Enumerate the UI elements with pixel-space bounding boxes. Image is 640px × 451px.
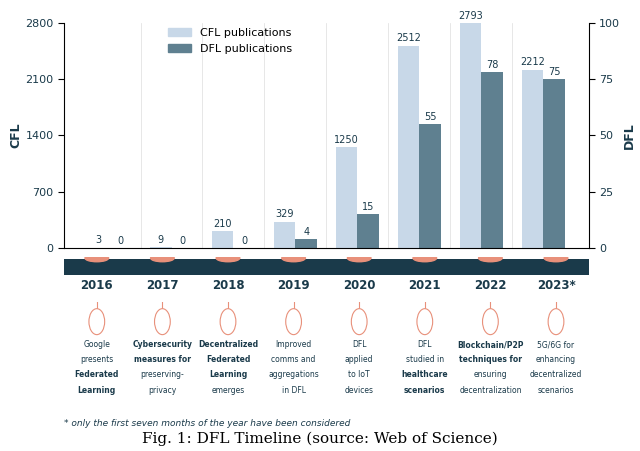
Circle shape xyxy=(351,308,367,335)
Bar xyxy=(336,147,357,248)
Text: scenarios: scenarios xyxy=(538,386,574,395)
Text: 2017: 2017 xyxy=(146,279,179,292)
Circle shape xyxy=(154,308,170,335)
Bar xyxy=(543,79,565,248)
Circle shape xyxy=(89,308,105,335)
Text: scenarios: scenarios xyxy=(404,386,445,395)
Text: 0: 0 xyxy=(117,235,124,246)
Text: 75: 75 xyxy=(548,66,561,77)
Text: decentralization: decentralization xyxy=(459,386,522,395)
Text: 0: 0 xyxy=(241,235,248,246)
Text: applied: applied xyxy=(345,355,374,364)
Text: Federated: Federated xyxy=(75,370,119,379)
Bar xyxy=(296,239,317,248)
Text: Fig. 1: DFL Timeline (source: Web of Science): Fig. 1: DFL Timeline (source: Web of Sci… xyxy=(142,432,498,446)
Text: preserving-: preserving- xyxy=(141,370,184,379)
Circle shape xyxy=(413,254,436,262)
Text: Learning: Learning xyxy=(77,386,116,395)
Text: in DFL: in DFL xyxy=(282,386,306,395)
Text: to IoT: to IoT xyxy=(348,370,370,379)
Text: Decentralized: Decentralized xyxy=(198,340,258,349)
Circle shape xyxy=(285,308,301,335)
Text: * only the first seven months of the year have been considered: * only the first seven months of the yea… xyxy=(64,419,350,428)
Text: 4: 4 xyxy=(303,226,309,237)
Text: 55: 55 xyxy=(424,111,436,122)
Bar xyxy=(460,23,481,248)
Text: DFL: DFL xyxy=(352,340,367,349)
Circle shape xyxy=(417,308,433,335)
Text: Federated: Federated xyxy=(206,355,250,364)
Text: Cybersecurity: Cybersecurity xyxy=(132,340,193,349)
Bar xyxy=(274,221,296,248)
Bar xyxy=(397,46,419,248)
Bar xyxy=(357,214,379,248)
Text: 2512: 2512 xyxy=(396,33,421,43)
Circle shape xyxy=(85,254,109,262)
FancyBboxPatch shape xyxy=(64,259,589,275)
Circle shape xyxy=(483,308,499,335)
Text: 2019: 2019 xyxy=(277,279,310,292)
Circle shape xyxy=(544,254,568,262)
Y-axis label: DFL: DFL xyxy=(623,122,636,149)
Text: 2021: 2021 xyxy=(408,279,441,292)
Text: 2212: 2212 xyxy=(520,57,545,68)
Text: 2018: 2018 xyxy=(212,279,244,292)
Bar xyxy=(481,72,503,248)
Text: 0: 0 xyxy=(179,235,186,246)
Text: decentralized: decentralized xyxy=(530,370,582,379)
Bar xyxy=(150,247,172,248)
Text: 78: 78 xyxy=(486,60,499,70)
Text: Improved: Improved xyxy=(275,340,312,349)
Circle shape xyxy=(220,308,236,335)
Text: 3: 3 xyxy=(95,235,102,245)
Circle shape xyxy=(150,254,174,262)
Text: techniques for: techniques for xyxy=(459,355,522,364)
Text: 15: 15 xyxy=(362,202,374,212)
Circle shape xyxy=(216,254,240,262)
Text: 2016: 2016 xyxy=(81,279,113,292)
Text: emerges: emerges xyxy=(211,386,244,395)
Text: 210: 210 xyxy=(213,219,232,229)
Text: Google: Google xyxy=(83,340,110,349)
Bar xyxy=(419,124,441,248)
Text: 5G/6G for: 5G/6G for xyxy=(538,340,575,349)
Text: DFL: DFL xyxy=(417,340,432,349)
Text: devices: devices xyxy=(345,386,374,395)
Text: healthcare: healthcare xyxy=(401,370,448,379)
Text: privacy: privacy xyxy=(148,386,177,395)
Text: measures for: measures for xyxy=(134,355,191,364)
Legend: CFL publications, DFL publications: CFL publications, DFL publications xyxy=(164,23,296,58)
Text: Blockchain/P2P: Blockchain/P2P xyxy=(457,340,524,349)
Text: 9: 9 xyxy=(157,235,164,245)
Text: aggregations: aggregations xyxy=(268,370,319,379)
Text: 2020: 2020 xyxy=(343,279,376,292)
Circle shape xyxy=(348,254,371,262)
Text: 2022: 2022 xyxy=(474,279,507,292)
Y-axis label: CFL: CFL xyxy=(10,123,22,148)
Text: enhancing: enhancing xyxy=(536,355,576,364)
Text: 2023*: 2023* xyxy=(536,279,575,292)
Text: 1250: 1250 xyxy=(334,135,359,145)
Text: studied in: studied in xyxy=(406,355,444,364)
Text: 2793: 2793 xyxy=(458,11,483,21)
Text: 329: 329 xyxy=(275,209,294,219)
Bar xyxy=(522,70,543,248)
Text: ensuring: ensuring xyxy=(474,370,508,379)
Text: presents: presents xyxy=(80,355,113,364)
Text: Learning: Learning xyxy=(209,370,247,379)
Circle shape xyxy=(548,308,564,335)
Text: comms and: comms and xyxy=(271,355,316,364)
Bar xyxy=(212,231,234,248)
Circle shape xyxy=(282,254,305,262)
Circle shape xyxy=(479,254,502,262)
